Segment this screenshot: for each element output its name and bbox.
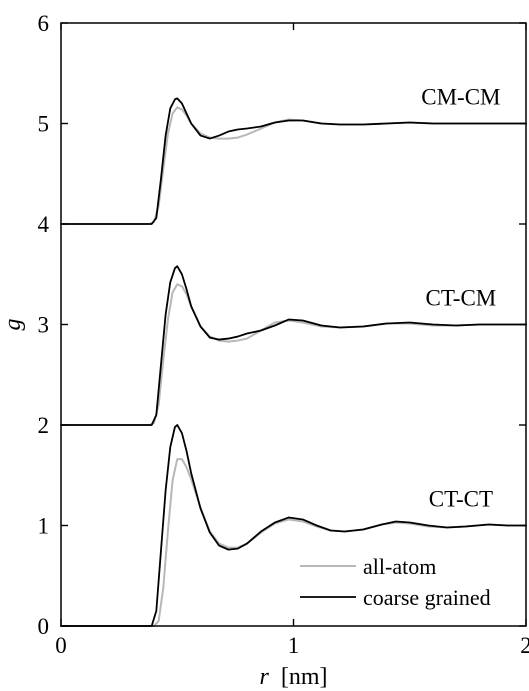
legend-label-all-atom: all-atom [363,554,436,579]
x-tick-label: 2 [520,633,529,658]
y-tick-label: 4 [38,212,50,237]
series-line-ct-cm-coarse-grained [60,265,527,426]
series-line-cm-cm-all-atom [60,106,527,225]
y-tick-label: 0 [38,614,50,639]
y-tick-label: 6 [38,11,50,36]
series-line-ct-cm-all-atom [60,283,527,426]
legend-label-coarse-grained: coarse grained [363,585,491,610]
y-axis-label: g [0,319,26,331]
y-tick-label: 1 [38,514,50,539]
series-line-cm-cm-coarse-grained [60,97,527,225]
curve-label-ct-cm: CT-CM [426,285,497,310]
series-line-ct-ct-coarse-grained [60,424,527,627]
y-tick-label: 2 [38,413,50,438]
x-axis-label: r [nm] [260,664,328,690]
x-tick-label: 1 [288,633,300,658]
curve-label-cm-cm: CM-CM [421,84,500,109]
y-tick-label: 3 [38,313,50,338]
y-tick-label: 5 [38,112,50,137]
curve-label-ct-ct: CT-CT [429,486,493,511]
x-tick-label: 0 [55,633,67,658]
